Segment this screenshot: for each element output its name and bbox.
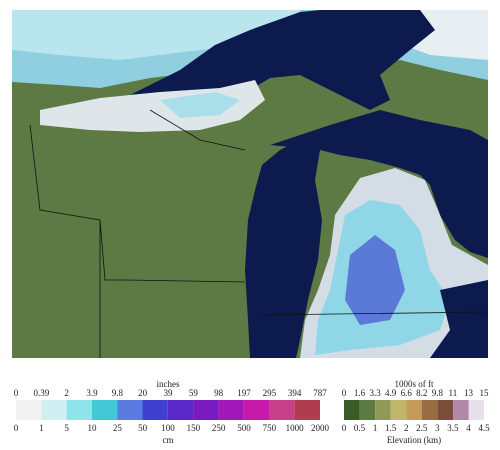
color-swatch [375, 400, 391, 420]
elevation-colorbar [344, 400, 484, 420]
colorbar-label: 0.39 [33, 388, 49, 398]
colorbar-label: 100 [161, 423, 175, 433]
color-swatch [468, 400, 484, 420]
color-swatch [91, 400, 118, 420]
color-swatch [16, 400, 42, 420]
color-swatch [422, 400, 438, 420]
color-swatch [269, 400, 295, 420]
snow-lower-michigan-blue [345, 235, 405, 325]
color-swatch [193, 400, 219, 420]
colorbar-label: 3.9 [86, 388, 98, 398]
color-swatch [243, 400, 269, 420]
map [12, 10, 489, 358]
colorbar-label: 25 [113, 423, 123, 433]
color-swatch [167, 400, 194, 420]
colorbar-label: 4 [466, 423, 471, 433]
colorbar-label: 197 [237, 388, 251, 398]
colorbar-label: 5 [64, 423, 69, 433]
colorbar-label: 0 [14, 388, 19, 398]
colorbar-label: 8.2 [416, 388, 427, 398]
colorbar-label: 15 [480, 388, 490, 398]
colorbar-label: 150 [187, 423, 201, 433]
colorbar-label: 1 [39, 423, 44, 433]
color-swatch [437, 400, 454, 420]
colorbar-label: 10 [88, 423, 98, 433]
colorbar-label: 59 [189, 388, 199, 398]
colorbar-label: 750 [263, 423, 277, 433]
colorbar-label: 4.5 [478, 423, 490, 433]
color-swatch [41, 400, 67, 420]
colorbar-label: 2.5 [416, 423, 428, 433]
colorbar-label: 2000 [311, 423, 330, 433]
legend-title: inches [157, 379, 180, 389]
colorbar-label: 394 [288, 388, 302, 398]
color-swatch [406, 400, 422, 420]
colorbar-label: 0 [342, 388, 347, 398]
colorbar-label: 9.8 [432, 388, 444, 398]
colorbar-label: 1 [373, 423, 378, 433]
colorbar-label: 1000 [286, 423, 305, 433]
legend-unit: Elevation (km) [387, 435, 441, 445]
snow-upper-peninsula-cyan [160, 92, 240, 118]
colorbar-label: 0 [14, 423, 19, 433]
colorbar-label: 39 [164, 388, 174, 398]
color-swatch [294, 400, 320, 420]
colorbar-label: 787 [313, 388, 327, 398]
color-swatch [142, 400, 168, 420]
color-swatch [218, 400, 244, 420]
color-swatch [66, 400, 92, 420]
colorbar-label: 1.5 [385, 423, 397, 433]
colorbar-label: 3.3 [369, 388, 381, 398]
colorbar-label: 9.8 [112, 388, 124, 398]
canada-snow-light [12, 10, 300, 60]
lake-huron [270, 110, 488, 258]
lake-erie-st-clair [430, 280, 488, 358]
colorbar-label: 3.5 [447, 423, 459, 433]
state-borders [29, 109, 489, 358]
color-swatch [117, 400, 143, 420]
colorbar-label: 98 [214, 388, 224, 398]
colorbar-label: 13 [464, 388, 474, 398]
lake-michigan [245, 140, 322, 358]
color-swatch [453, 400, 469, 420]
colorbar-label: 4.9 [385, 388, 397, 398]
colorbar-label: 500 [237, 423, 251, 433]
legend-unit: cm [163, 435, 174, 445]
legend-title: 1000s of ft [395, 379, 434, 389]
color-swatch [390, 400, 407, 420]
colorbar-label: 250 [212, 423, 226, 433]
colorbar-label: 50 [138, 423, 148, 433]
colorbar-label: 2 [404, 423, 409, 433]
color-swatch [344, 400, 360, 420]
colorbar-label: 6.6 [401, 388, 413, 398]
colorbar-label: 1.6 [354, 388, 366, 398]
colorbar-label: 11 [449, 388, 458, 398]
colorbar-label: 0.5 [354, 423, 366, 433]
color-swatch [359, 400, 376, 420]
colorbar-label: 20 [138, 388, 148, 398]
colorbar-label: 0 [342, 423, 347, 433]
colorbar-label: 2 [64, 388, 69, 398]
colorbar-label: 295 [263, 388, 277, 398]
snow-colorbar [16, 400, 320, 420]
colorbar-label: 3 [435, 423, 440, 433]
